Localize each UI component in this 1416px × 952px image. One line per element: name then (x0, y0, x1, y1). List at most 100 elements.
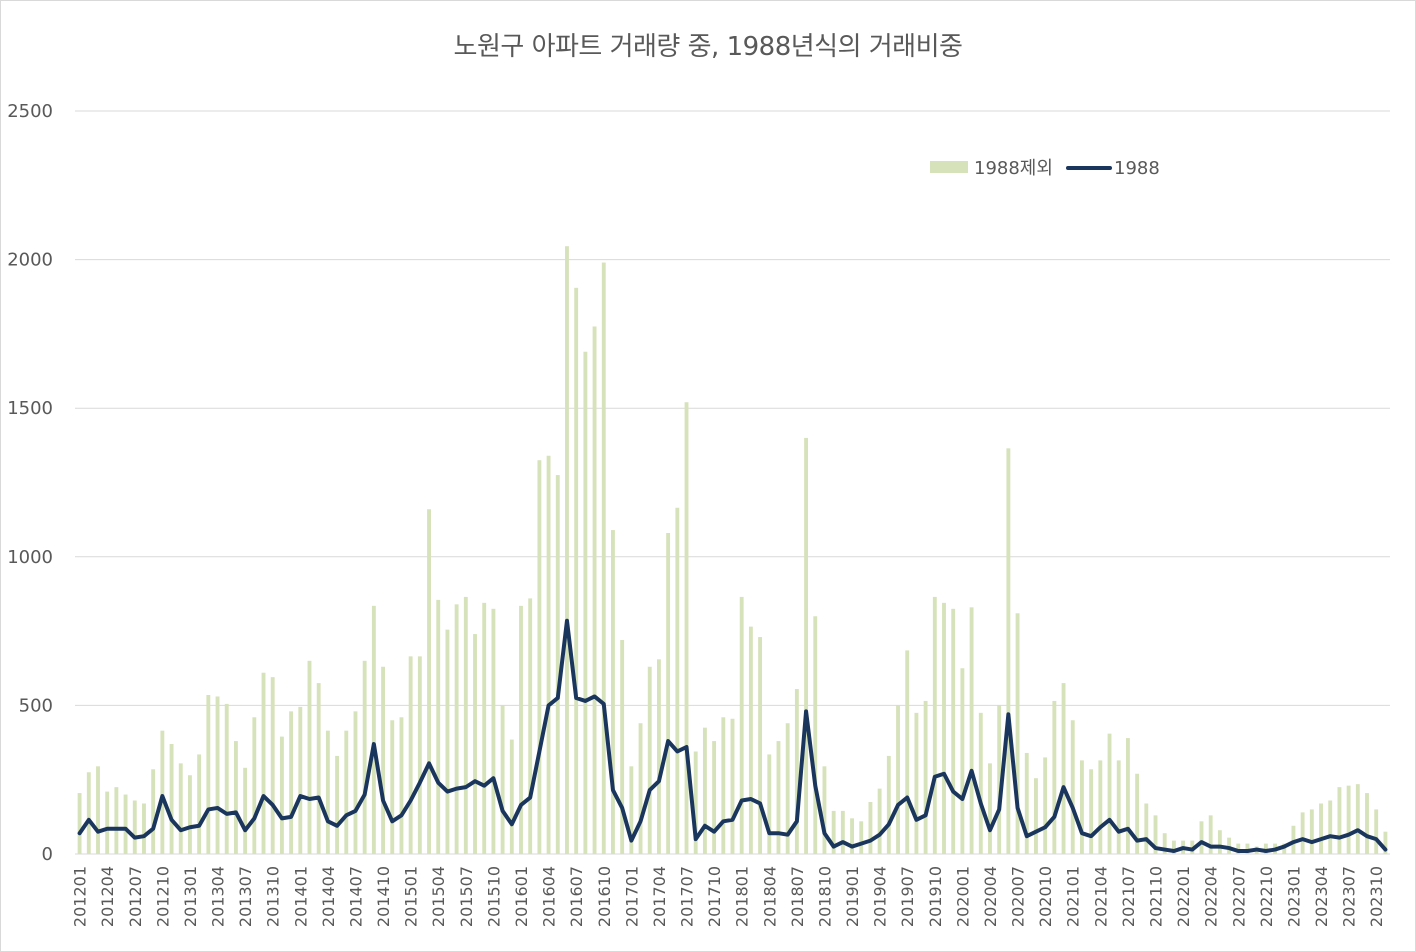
bar (1144, 803, 1149, 854)
x-tick-label: 201504 (429, 866, 448, 927)
bar (215, 696, 220, 854)
legend-swatch-1988-excluded (930, 161, 968, 173)
bar (951, 608, 956, 854)
bar (721, 717, 726, 854)
bar (969, 607, 974, 854)
bar (1282, 843, 1287, 854)
x-tick-label: 201701 (622, 866, 641, 927)
x-tick-label: 201901 (843, 866, 862, 927)
bar (896, 705, 900, 854)
bar (454, 604, 459, 854)
bar (519, 605, 523, 854)
bar (1089, 769, 1094, 854)
x-tick-label: 201704 (650, 866, 669, 927)
bar (1080, 760, 1084, 854)
bar (500, 705, 505, 854)
bar (1098, 760, 1103, 854)
bar (233, 741, 238, 854)
x-tick-label: 202207 (1229, 866, 1248, 927)
bar (611, 530, 615, 854)
bar (1006, 448, 1011, 854)
bar (289, 711, 294, 854)
x-tick-label: 201501 (402, 866, 421, 927)
x-tick-label: 201410 (374, 866, 393, 927)
gridlines (75, 110, 1390, 855)
bar (675, 507, 680, 854)
x-tick-label: 201710 (705, 866, 724, 927)
x-tick-label: 201304 (209, 866, 228, 927)
x-tick-label: 201607 (567, 866, 586, 927)
bar (1309, 809, 1314, 854)
x-tick-label: 201201 (71, 866, 90, 927)
bar (307, 660, 312, 854)
bar (758, 637, 763, 854)
bar (436, 599, 441, 854)
bar (794, 689, 799, 854)
bar (785, 723, 790, 854)
bar (555, 475, 560, 854)
bar (840, 810, 845, 854)
bar (804, 437, 808, 854)
y-tick-label: 0 (42, 844, 53, 865)
bar (666, 533, 671, 854)
x-tick-label: 201604 (540, 866, 559, 927)
x-tick-label: 202201 (1174, 866, 1193, 927)
bar (142, 803, 146, 854)
bar (905, 650, 910, 854)
bar (583, 351, 588, 854)
x-tick-label: 201910 (926, 866, 945, 927)
bar (1383, 831, 1388, 854)
bar (178, 763, 183, 854)
bar (371, 605, 376, 854)
bar (702, 727, 707, 854)
bar (123, 794, 128, 854)
bar (1162, 833, 1167, 854)
bar (730, 718, 735, 854)
bar (1208, 815, 1213, 854)
bar (335, 755, 340, 854)
bar (1135, 773, 1140, 854)
bar (1355, 784, 1360, 854)
x-tick-label: 201404 (319, 866, 338, 927)
x-tick-label: 202104 (1091, 866, 1110, 927)
series-line (77, 618, 1388, 854)
bar (169, 744, 174, 854)
bar (316, 683, 321, 854)
bar (565, 246, 569, 854)
bar (206, 694, 211, 854)
bar (353, 711, 358, 854)
bar (463, 596, 468, 854)
bar (813, 616, 818, 854)
bar (914, 712, 919, 854)
bar (684, 402, 689, 854)
bar (252, 717, 257, 854)
x-tick-label: 202304 (1312, 866, 1331, 927)
x-tick-label: 201204 (98, 866, 117, 927)
bar (620, 640, 625, 854)
x-tick-label: 202101 (1064, 866, 1083, 927)
bar (362, 660, 367, 854)
bar (188, 775, 192, 854)
bar (399, 717, 404, 854)
bar (693, 751, 698, 854)
bar (96, 766, 100, 854)
x-tick-label: 201401 (291, 866, 310, 927)
bar (77, 793, 82, 854)
bar (1116, 760, 1121, 854)
y-tick-label: 1500 (7, 398, 53, 419)
bar (978, 712, 983, 854)
bar (1015, 613, 1020, 854)
bar (160, 730, 165, 854)
bar (417, 656, 422, 854)
chart-title: 노원구 아파트 거래량 중, 1988년식의 거래비중 (453, 32, 963, 62)
bar (325, 730, 330, 854)
x-tick-label: 202204 (1202, 866, 1221, 927)
bar (86, 772, 91, 854)
bar (767, 754, 772, 854)
x-tick-label: 202307 (1340, 866, 1359, 927)
x-tick-label: 201207 (126, 866, 145, 927)
bar (482, 602, 487, 854)
x-tick-label: 202107 (1119, 866, 1138, 927)
x-tick-label: 201407 (347, 866, 366, 927)
line-series-1988 (77, 618, 1388, 854)
